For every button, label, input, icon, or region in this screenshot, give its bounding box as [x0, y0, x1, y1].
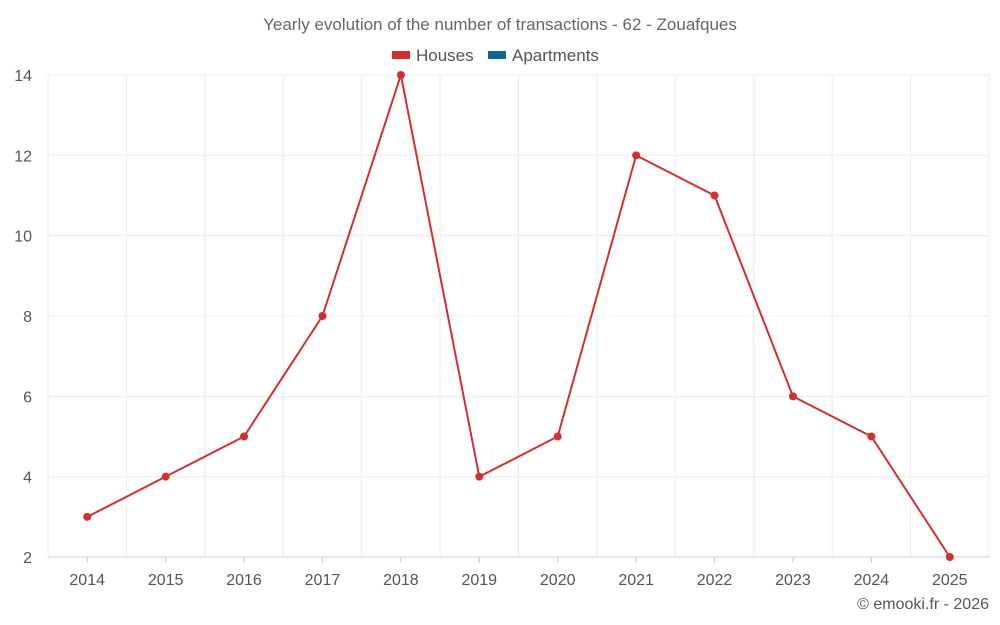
y-tick-label: 10	[14, 229, 32, 246]
data-point[interactable]	[475, 472, 484, 481]
data-point[interactable]	[396, 71, 405, 79]
series-line-houses	[86, 74, 951, 558]
y-tick-label: 6	[23, 389, 32, 406]
data-point[interactable]	[83, 512, 92, 521]
y-tick-label: 2	[23, 550, 32, 567]
y-tick-label: 12	[14, 148, 32, 165]
x-tick-label: 2015	[148, 572, 184, 589]
data-point[interactable]	[632, 151, 641, 160]
data-point[interactable]	[161, 472, 170, 481]
y-tick-label: 4	[23, 470, 32, 487]
legend-swatch-apartments[interactable]	[488, 51, 506, 59]
x-tick-label: 2020	[540, 572, 576, 589]
axes: 2 4 6 8 10 12 14 2014 2015 2016 2017 2018 2019 2020 20…	[14, 68, 989, 589]
x-tick-label: 2023	[775, 572, 811, 589]
legend: Houses Apartments	[392, 46, 599, 65]
data-point[interactable]	[945, 553, 954, 561]
series-houses	[83, 71, 954, 561]
x-tick-label: 2019	[461, 572, 497, 589]
legend-swatch-houses[interactable]	[392, 51, 410, 59]
data-point[interactable]	[788, 392, 797, 401]
x-tick-label: 2017	[305, 572, 341, 589]
credit-text: © emooki.fr - 2026	[857, 596, 989, 613]
grid	[47, 74, 990, 557]
y-tick-label: 14	[14, 68, 32, 85]
legend-label-apartments[interactable]: Apartments	[512, 46, 599, 65]
data-point[interactable]	[710, 191, 719, 200]
data-point[interactable]	[240, 432, 249, 441]
data-point[interactable]	[867, 432, 876, 441]
x-tick-label: 2022	[697, 572, 733, 589]
y-tick-label: 8	[23, 309, 32, 326]
x-tick-label: 2016	[226, 572, 262, 589]
x-tick-label: 2025	[932, 572, 968, 589]
x-tick-label: 2014	[69, 572, 105, 589]
chart-title: Yearly evolution of the number of transa…	[263, 15, 737, 34]
data-point[interactable]	[553, 432, 562, 441]
data-point[interactable]	[318, 312, 327, 320]
x-tick-label: 2021	[618, 572, 654, 589]
x-tick-label: 2024	[854, 572, 890, 589]
x-tick-label: 2018	[383, 572, 419, 589]
legend-label-houses[interactable]: Houses	[416, 46, 474, 65]
